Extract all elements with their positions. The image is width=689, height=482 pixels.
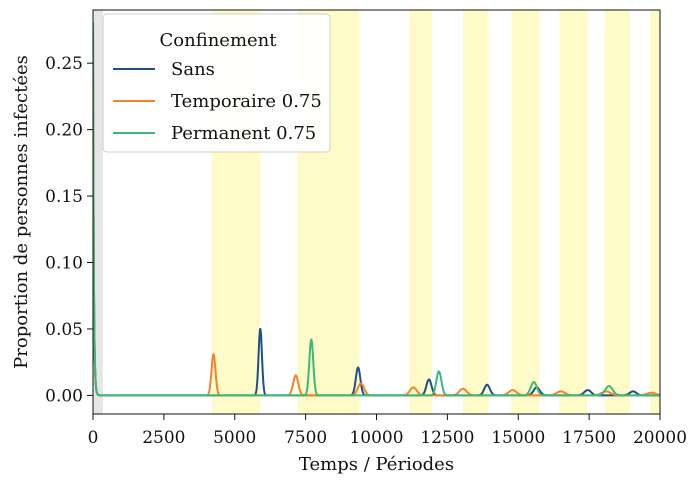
y-tick-label-1: 0.05 [45, 320, 83, 340]
plot-area [93, 10, 660, 414]
x-tick-label-5: 12500 [420, 428, 474, 448]
legend-label-0: Sans [171, 59, 215, 80]
shaded-region-5 [511, 10, 540, 414]
x-axis-label: Temps / Périodes [299, 454, 454, 475]
series-line-permanent-0-75 [93, 22, 660, 397]
y-tick-label-4: 0.20 [45, 121, 83, 141]
y-tick-label-3: 0.15 [45, 187, 83, 207]
legend-box [102, 13, 331, 153]
x-tick-label-1: 2500 [142, 428, 185, 448]
x-tick-label-3: 7500 [284, 428, 327, 448]
shaded-region-8 [650, 10, 660, 414]
x-tick-label-7: 17500 [562, 428, 616, 448]
y-tick-label-2: 0.10 [45, 254, 83, 274]
legend: Confinement Sans Temporaire 0.75 Permanent … [102, 13, 331, 153]
legend-title: Confinement [160, 30, 278, 51]
x-tick-label-8: 20000 [633, 428, 687, 448]
shaded-region-3 [409, 10, 432, 414]
shaded-region-4 [462, 10, 489, 414]
legend-label-1: Temporaire 0.75 [171, 91, 322, 112]
x-tick-label-0: 0 [88, 428, 99, 448]
y-tick-label-5: 0.25 [45, 54, 83, 74]
shaded-region-7 [604, 10, 631, 414]
legend-label-2: Permanent 0.75 [171, 123, 316, 144]
shaded-region-0 [93, 10, 103, 414]
shaded-region-6 [559, 10, 588, 414]
y-tick-label-0: 0.00 [45, 386, 83, 406]
y-axis-label: Proportion de personnes infectées [11, 55, 32, 369]
x-tick-label-2: 5000 [213, 428, 256, 448]
x-tick-label-4: 10000 [349, 428, 403, 448]
x-tick-label-6: 15000 [491, 428, 545, 448]
